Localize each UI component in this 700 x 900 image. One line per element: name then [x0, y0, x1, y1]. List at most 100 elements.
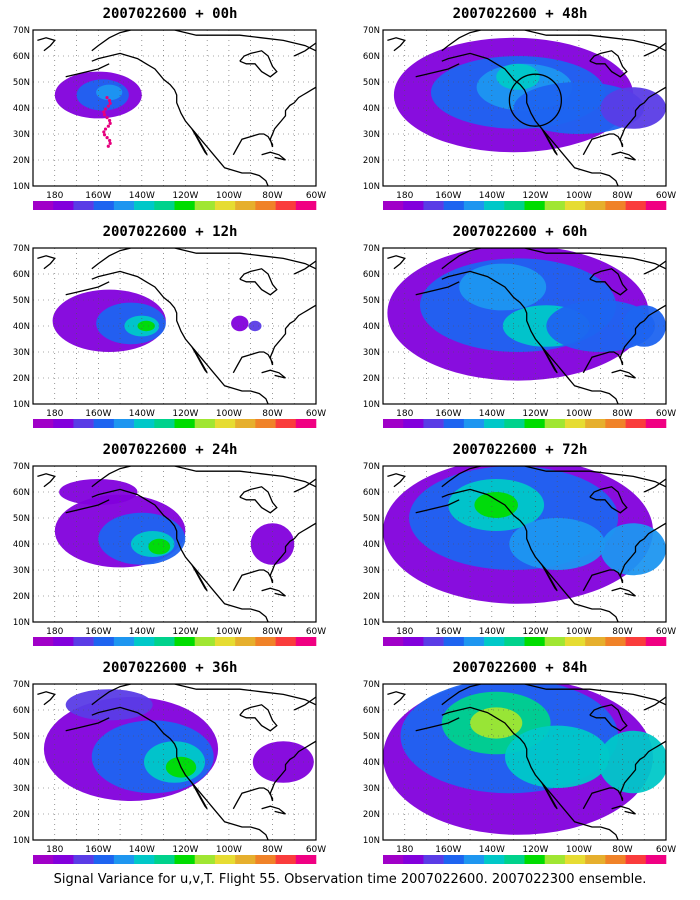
lon-label: 180 — [396, 409, 413, 419]
lat-label: 20N — [363, 374, 380, 384]
colorbar-label: 1.6 — [48, 868, 60, 869]
variance-contour — [474, 492, 518, 518]
lat-label: 10N — [13, 618, 30, 628]
colorbar-label: 6.3 — [149, 650, 160, 651]
colorbar-swatch — [214, 201, 236, 210]
colorbar-label: 40 — [291, 214, 300, 215]
variance-contour — [459, 263, 547, 311]
colorbar-label: 40 — [291, 868, 300, 869]
lat-label: 40N — [13, 758, 30, 768]
colorbar-swatch — [154, 419, 175, 428]
map-figure: 70N 60N 50N 40N 30N 20N 10N 180 160W 140W 120W 100W… — [363, 26, 676, 215]
flight-track-point — [108, 138, 112, 143]
colorbar-label: 9 — [542, 650, 546, 651]
lon-label: 100W — [566, 627, 592, 637]
colorbar-label: 3.1 — [88, 650, 99, 651]
colorbar-label: 4 — [112, 432, 117, 433]
lon-label: 140W — [129, 191, 155, 201]
lat-label: 70N — [13, 26, 30, 36]
colorbar-label: 7.5 — [169, 868, 180, 869]
lon-label: 60W — [306, 845, 326, 855]
colorbar-swatch — [403, 637, 424, 646]
lon-label: 140W — [129, 409, 155, 419]
coastline — [441, 30, 666, 52]
lat-label: 70N — [13, 244, 30, 254]
colorbar-swatch — [33, 419, 54, 428]
colorbar-swatch — [544, 419, 566, 428]
lat-label: 50N — [13, 514, 30, 524]
colorbar-swatch — [174, 419, 196, 428]
map-figure: 70N 60N 50N 40N 30N 20N 10N 180 160W 140W 120W 100W… — [13, 244, 326, 433]
colorbar-label: 6.3 — [499, 868, 510, 869]
colorbar-label: 4 — [112, 868, 117, 869]
variance-contour — [598, 730, 666, 794]
colorbar-swatch — [255, 201, 276, 210]
lon-label: 160W — [435, 191, 461, 201]
colorbar-swatch — [585, 637, 606, 646]
colorbar-swatch — [93, 201, 115, 210]
colorbar-swatch — [33, 201, 54, 210]
colorbar-swatch — [33, 855, 54, 864]
lat-label: 30N — [363, 130, 380, 140]
lon-label: 120W — [522, 845, 548, 855]
variance-contour — [65, 689, 153, 721]
colorbar-label: 4 — [462, 650, 467, 651]
colorbar-swatch — [194, 201, 216, 210]
coastline — [441, 466, 666, 488]
flight-track-point — [106, 104, 111, 108]
colorbar-swatch — [605, 855, 626, 864]
colorbar-label: 3.1 — [438, 214, 449, 215]
colorbar-label: 9 — [192, 214, 196, 215]
coastline — [91, 52, 269, 186]
colorbar-swatch — [504, 201, 525, 210]
panel-title: 2007022600 + 84h — [452, 660, 588, 676]
coastline — [91, 466, 316, 488]
colorbar-swatch — [504, 419, 525, 428]
lon-label: 180 — [46, 409, 63, 419]
colorbar-swatch — [645, 855, 667, 864]
colorbar-label: 21 — [251, 650, 260, 651]
colorbar-label: 1.6 — [398, 214, 410, 215]
lat-label: 40N — [363, 104, 380, 114]
coastline — [589, 486, 628, 514]
lat-label: 60N — [13, 270, 30, 280]
colorbar-label: 1.6 — [398, 868, 410, 869]
coastline — [37, 37, 56, 52]
colorbar-label: 40 — [641, 432, 650, 433]
colorbar-label: 11 — [560, 432, 569, 433]
colorbar-swatch — [73, 201, 94, 210]
colorbar-label: 6.3 — [149, 214, 160, 215]
lon-label: 120W — [172, 845, 198, 855]
colorbar-swatch — [235, 637, 256, 646]
colorbar-label: 14 — [581, 432, 590, 433]
lon-label: 60W — [656, 845, 676, 855]
colorbar-label: 11 — [560, 868, 569, 869]
colorbar-label: 40 — [641, 650, 650, 651]
colorbar-swatch — [504, 637, 525, 646]
coastline — [65, 281, 110, 296]
colorbar-label: 4 — [462, 868, 467, 869]
colorbar-swatch — [403, 855, 424, 864]
colorbar-label: 11 — [210, 214, 219, 215]
colorbar-label: 9 — [192, 650, 196, 651]
colorbar-swatch — [383, 637, 404, 646]
colorbar-swatch — [463, 419, 485, 428]
lat-label: 40N — [363, 322, 380, 332]
colorbar-swatch — [443, 201, 465, 210]
colorbar-swatch — [194, 637, 216, 646]
lon-label: 60W — [656, 409, 676, 419]
colorbar-swatch — [53, 855, 74, 864]
colorbar-label: 6.3 — [149, 432, 160, 433]
map-figure: 70N 60N 50N 40N 30N 20N 10N 180 160W 140W 120W 100W… — [363, 462, 676, 651]
coastline — [91, 706, 269, 840]
lon-label: 140W — [479, 409, 505, 419]
colorbar-swatch — [235, 201, 256, 210]
flight-track-point — [105, 96, 109, 100]
colorbar-label: 29 — [271, 432, 280, 433]
variance-contour — [509, 518, 606, 570]
lon-label: 100W — [566, 191, 592, 201]
lon-label: 80W — [612, 191, 632, 201]
colorbar-label: 29 — [271, 650, 280, 651]
colorbar-swatch — [73, 637, 94, 646]
colorbar-swatch — [93, 419, 115, 428]
